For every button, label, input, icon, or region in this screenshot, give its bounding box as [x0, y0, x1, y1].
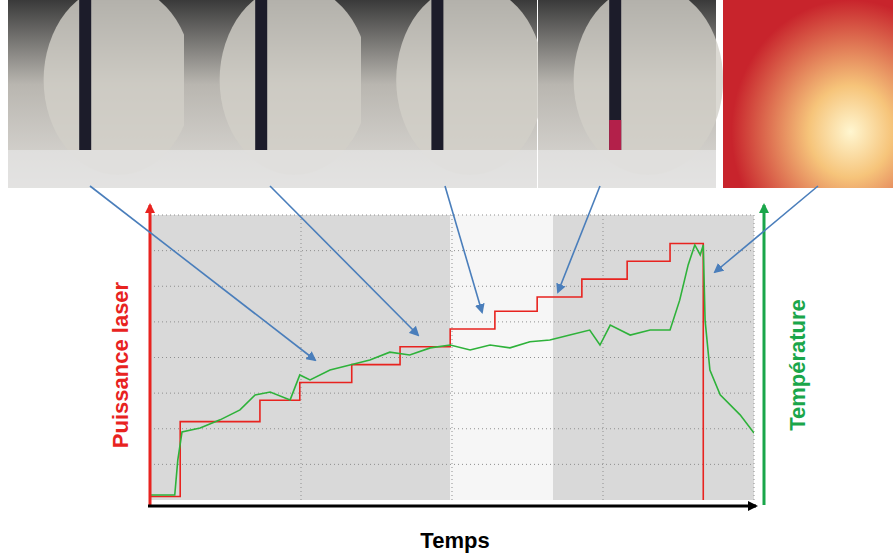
plot-background — [150, 215, 754, 500]
photo — [184, 0, 369, 188]
grid-line — [150, 428, 754, 429]
series-group — [150, 244, 754, 501]
grid-line — [301, 215, 302, 500]
series-line — [150, 245, 754, 495]
series-line — [150, 244, 703, 501]
annotation-arrow — [558, 186, 600, 292]
annotation-arrow — [715, 186, 818, 272]
annotation-arrow — [445, 186, 482, 312]
grid-line — [150, 250, 754, 251]
chart: Puissance laser Température Temps — [0, 0, 894, 560]
grid-line — [150, 321, 754, 322]
grid-line — [150, 357, 754, 358]
plot-frame — [754, 215, 755, 500]
grid-line — [150, 464, 754, 465]
photo — [723, 0, 893, 188]
grid-line — [150, 393, 754, 394]
photo — [8, 0, 193, 188]
photo — [538, 0, 723, 188]
grid-line — [452, 215, 453, 500]
annotation-arrow — [270, 186, 418, 335]
plot-frame — [150, 215, 754, 216]
annotation-arrow — [90, 186, 315, 360]
y2-axis — [763, 205, 766, 505]
axis-title: Puissance laser — [108, 281, 133, 448]
y-axis — [149, 205, 152, 505]
x-axis — [148, 505, 756, 508]
grid-line — [603, 215, 604, 500]
photo — [361, 0, 544, 188]
axis-title: Temps — [420, 528, 489, 553]
grid-line — [150, 286, 754, 287]
axis-title: Température — [785, 299, 810, 431]
